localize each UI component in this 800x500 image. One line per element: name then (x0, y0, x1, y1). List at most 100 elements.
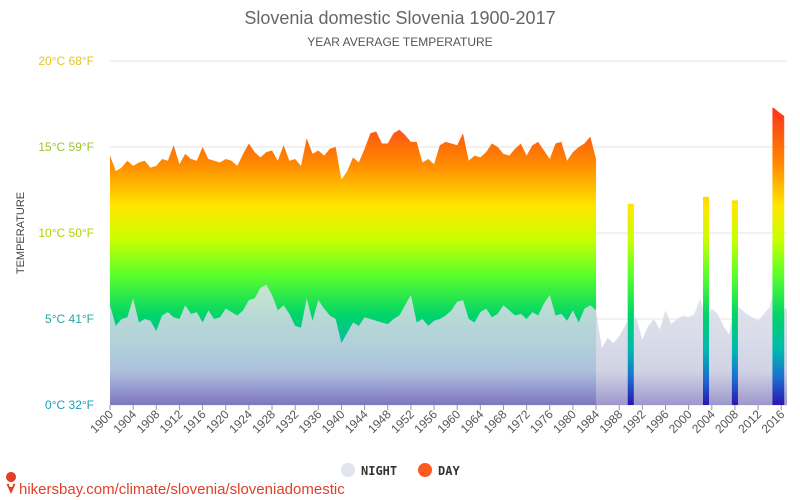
legend-night-label[interactable]: NIGHT (361, 464, 397, 478)
night-point (700, 298, 701, 299)
night-point (503, 305, 504, 306)
x-tick-label: 1932 (273, 407, 302, 436)
night-point (665, 310, 666, 311)
night-point (422, 318, 423, 319)
night-point (277, 310, 278, 311)
night-point (480, 312, 481, 313)
night-point (156, 330, 157, 331)
night-point (231, 312, 232, 313)
night-point (381, 322, 382, 323)
x-tick-label: 1940 (319, 407, 348, 436)
night-point (248, 299, 249, 300)
night-point (752, 317, 753, 318)
x-tick-label: 1920 (203, 407, 232, 436)
night-point (543, 303, 544, 304)
night-point (757, 320, 758, 321)
night-point (653, 318, 654, 319)
night-point (786, 308, 787, 309)
x-tick-label: 1908 (134, 407, 163, 436)
night-point (648, 325, 649, 326)
x-tick-label: 1948 (365, 407, 394, 436)
night-point (491, 317, 492, 318)
night-point (642, 339, 643, 340)
x-tick-label: 2008 (712, 407, 741, 436)
x-tick-label: 2000 (666, 407, 695, 436)
x-tick-label: 1956 (411, 407, 440, 436)
night-point (115, 325, 116, 326)
night-point (740, 308, 741, 309)
night-point (370, 318, 371, 319)
chart-subtitle: YEAR AVERAGE TEMPERATURE (307, 35, 492, 49)
legend-day-label[interactable]: DAY (438, 464, 460, 478)
legend-day-marker[interactable] (418, 463, 432, 477)
x-tick-label: 1996 (643, 407, 672, 436)
night-point (619, 336, 620, 337)
night-point (769, 306, 770, 307)
night-point (173, 317, 174, 318)
night-point (659, 329, 660, 330)
night-point (497, 313, 498, 314)
y-tick-label: 5°C 41°F (45, 312, 94, 326)
x-tick-label: 1924 (226, 407, 255, 436)
night-point (161, 315, 162, 316)
night-point (335, 318, 336, 319)
night-point (237, 315, 238, 316)
night-point (167, 312, 168, 313)
night-point (682, 315, 683, 316)
night-point (254, 298, 255, 299)
night-point (607, 337, 608, 338)
night-point (219, 317, 220, 318)
night-point (202, 322, 203, 323)
night-point (538, 315, 539, 316)
night-point (428, 325, 429, 326)
night-point (468, 318, 469, 319)
night-point (630, 313, 631, 314)
night-point (462, 299, 463, 300)
x-tick-label: 2016 (759, 407, 788, 436)
day-area-overlay (772, 107, 785, 405)
night-point (526, 318, 527, 319)
night-point (190, 313, 191, 314)
night-point (572, 310, 573, 311)
night-point (364, 317, 365, 318)
night-point (636, 318, 637, 319)
night-point (705, 318, 706, 319)
night-point (410, 294, 411, 295)
night-point (729, 334, 730, 335)
night-point (416, 322, 417, 323)
chart-title: Slovenia domestic Slovenia 1900-2017 (244, 8, 555, 28)
night-point (214, 318, 215, 319)
y-axis-ticks: 0°C 32°F 5°C 41°F 10°C 50°F 15°C 59°F 20°C 6… (38, 54, 94, 412)
night-point (595, 310, 596, 311)
night-point (717, 313, 718, 314)
source-link[interactable]: hikersbay.com/climate/slovenia/sloveniad… (6, 472, 345, 498)
y-tick-label: 20°C 68°F (38, 54, 94, 68)
night-point (329, 315, 330, 316)
night-point (121, 318, 122, 319)
x-tick-label: 1968 (481, 407, 510, 436)
night-point (781, 308, 782, 309)
night-point (295, 325, 296, 326)
x-tick-label: 1980 (550, 407, 579, 436)
night-point (514, 315, 515, 316)
night-point (289, 313, 290, 314)
y-axis-label: TEMPERATURE (15, 192, 27, 274)
night-point (109, 305, 110, 306)
y-tick-label: 10°C 50°F (38, 226, 94, 240)
night-point (671, 324, 672, 325)
y-tick-label: 0°C 32°F (45, 398, 94, 412)
night-point (694, 313, 695, 314)
source-url[interactable]: hikersbay.com/climate/slovenia/sloveniad… (19, 481, 345, 498)
night-point (734, 305, 735, 306)
night-point (624, 325, 625, 326)
night-point (509, 310, 510, 311)
x-tick-label: 1960 (435, 407, 464, 436)
night-point (318, 299, 319, 300)
night-point (555, 315, 556, 316)
x-tick-label: 1964 (458, 407, 487, 436)
night-point (445, 315, 446, 316)
x-axis-ticks: 1900190419081912191619201924192819321936… (87, 405, 788, 436)
night-point (179, 318, 180, 319)
legend-night-marker[interactable] (341, 463, 355, 477)
